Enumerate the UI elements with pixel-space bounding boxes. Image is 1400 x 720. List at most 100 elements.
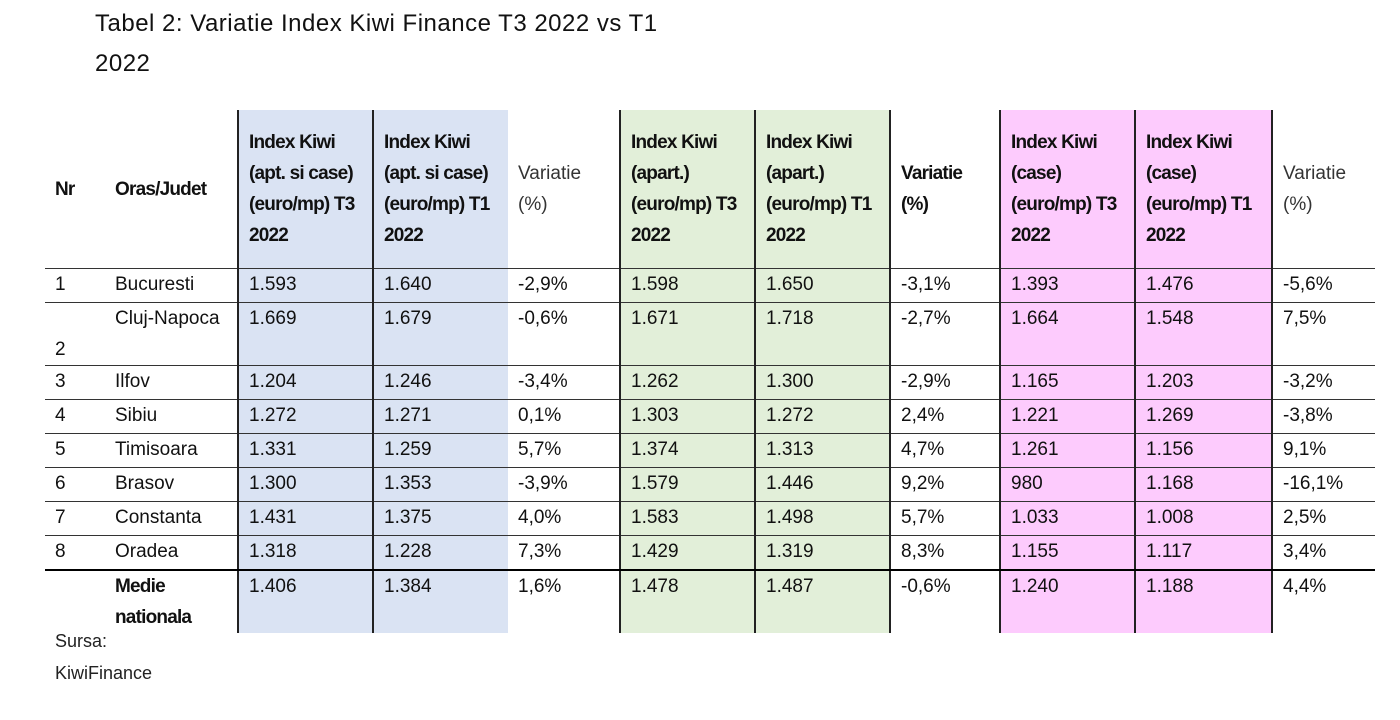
table-cell: Constanta [105,501,238,536]
header-row: Nr Oras/Judet Index Kiwi (apt. si case) (e… [45,110,1375,269]
table-cell: 7,3% [508,535,620,571]
table-cell: 1.375 [372,501,508,536]
table-row: 1 Bucuresti 1.593 1.640 -2,9% 1.598 1.650 -3,1%… [45,268,1375,303]
table-row: 8 Oradea 1.318 1.228 7,3% 1.429 1.319 8,3% 1.155… [45,535,1375,571]
table: Nr Oras/Judet Index Kiwi (apt. si case) (e… [45,110,1375,633]
table-cell: 1.393 [999,268,1135,303]
table-cell: 1.446 [754,467,890,502]
table-cell: 1.669 [237,302,373,366]
table-cell: 1.303 [619,399,755,434]
header-cell: Index Kiwi (apt. si case) (euro/mp) T3 2… [237,110,373,269]
table-cell: 1.240 [999,570,1135,633]
table-cell: 1.269 [1134,399,1272,434]
table-row: 2 Cluj-Napoca 1.669 1.679 -0,6% 1.671 1.718 -2,… [45,302,1375,366]
table-cell: 3 [45,365,105,400]
table-cell: -3,9% [508,467,620,502]
table-cell: Cluj-Napoca [105,302,238,366]
table-cell: 1.331 [237,433,373,468]
table-cell: 1.406 [237,570,373,633]
table-cell: 1.156 [1134,433,1272,468]
table-cell: Ilfov [105,365,238,400]
table-cell: 1.272 [754,399,890,434]
table-cell: 1.117 [1134,535,1272,571]
table-row: 7 Constanta 1.431 1.375 4,0% 1.583 1.498 5,7% 1.… [45,501,1375,536]
table-cell: 1.261 [999,433,1135,468]
table-cell: 1.353 [372,467,508,502]
table-cell: 1.318 [237,535,373,571]
table-cell: 1,6% [518,576,562,597]
table-cell: 1.478 [619,570,755,633]
table-cell: 1.313 [754,433,890,468]
table-cell: 1 [45,268,105,303]
table-cell: Medie nationala [115,576,192,628]
table-cell: -16,1% [1271,467,1375,502]
table-cell: 1.300 [237,467,373,502]
table-cell: 1.679 [372,302,508,366]
table-row: 3 Ilfov 1.204 1.246 -3,4% 1.262 1.300 -2,9% 1.16… [45,365,1375,400]
table-cell: 1.165 [999,365,1135,400]
table-title: Tabel 2: Variatie Index Kiwi Finance T3 … [95,10,658,77]
table-row: 4 Sibiu 1.272 1.271 0,1% 1.303 1.272 2,4% 1.221 1… [45,399,1375,434]
table-body: 1 Bucuresti 1.593 1.640 -2,9% 1.598 1.650 -3,1%… [45,268,1375,633]
table-cell: 1.671 [619,302,755,366]
table-cell: 1.583 [619,501,755,536]
table-cell: 1.429 [619,535,755,571]
table-cell: 1.598 [619,268,755,303]
table-cell: 1.168 [1134,467,1272,502]
table-cell: 1.155 [999,535,1135,571]
table-cell: 8 [45,535,105,571]
table-cell: 5 [45,433,105,468]
table-cell: 2,5% [1271,501,1375,536]
table-cell: 7 [45,501,105,536]
table-cell: 1.640 [372,268,508,303]
table-cell: 1.203 [1134,365,1272,400]
table-cell: 1.718 [754,302,890,366]
table-cell: 4,4% [1271,570,1375,633]
table-cell: 1.548 [1134,302,1272,366]
table-cell: 1.228 [372,535,508,571]
table-cell: 8,3% [889,535,1000,571]
table-row: 6 Brasov 1.300 1.353 -3,9% 1.579 1.446 9,2% 980 1… [45,467,1375,502]
table-cell: 7,5% [1271,302,1375,366]
header-cell: Index Kiwi (case) (euro/mp) T3 2022 [999,110,1135,269]
table-cell: -5,6% [1271,268,1375,303]
table-cell: -2,9% [508,268,620,303]
header-cell: Variatie (%) [508,110,620,269]
header-cell: Index Kiwi (apt. si case) (euro/mp) T1 2… [372,110,508,269]
table-cell: 1.487 [754,570,890,633]
table-cell: 1.272 [237,399,373,434]
table-cell: 1.033 [999,501,1135,536]
table-cell: 3,4% [1271,535,1375,571]
table-cell: -0,6% [889,570,1000,633]
header-cell: Oras/Judet [105,110,238,269]
table-cell [45,570,105,633]
table-cell: 1.593 [237,268,373,303]
header-cell: Index Kiwi (case) (euro/mp) T1 2022 [1134,110,1272,269]
table-cell: Bucuresti [105,268,238,303]
table-cell: -3,1% [889,268,1000,303]
table-cell: 9,2% [889,467,1000,502]
table-cell: -0,6% [508,302,620,366]
table-cell: -2,7% [889,302,1000,366]
table-cell: Oradea [105,535,238,571]
table-cell: 5,7% [889,501,1000,536]
table-cell: 1.374 [619,433,755,468]
table-cell: 1.319 [754,535,890,571]
table-cell: -3,2% [1271,365,1375,400]
table-cell: 1.262 [619,365,755,400]
table-row: 5 Timisoara 1.331 1.259 5,7% 1.374 1.313 4,7% 1.… [45,433,1375,468]
source-note: Sursa: KiwiFinance [55,631,153,683]
table-cell: 2 [45,302,105,366]
header-cell: Index Kiwi (apart.) (euro/mp) T1 2022 [754,110,890,269]
table-cell: 1.431 [237,501,373,536]
table-cell: 1.271 [372,399,508,434]
table-cell: 980 [999,467,1135,502]
table-cell: -3,4% [508,365,620,400]
table-cell: 1.650 [754,268,890,303]
table-cell: 1.384 [372,570,508,633]
table-cell: 6 [45,467,105,502]
table-cell: -2,9% [889,365,1000,400]
table-cell: 2,4% [889,399,1000,434]
table-cell: 1.246 [372,365,508,400]
table-cell: Brasov [105,467,238,502]
